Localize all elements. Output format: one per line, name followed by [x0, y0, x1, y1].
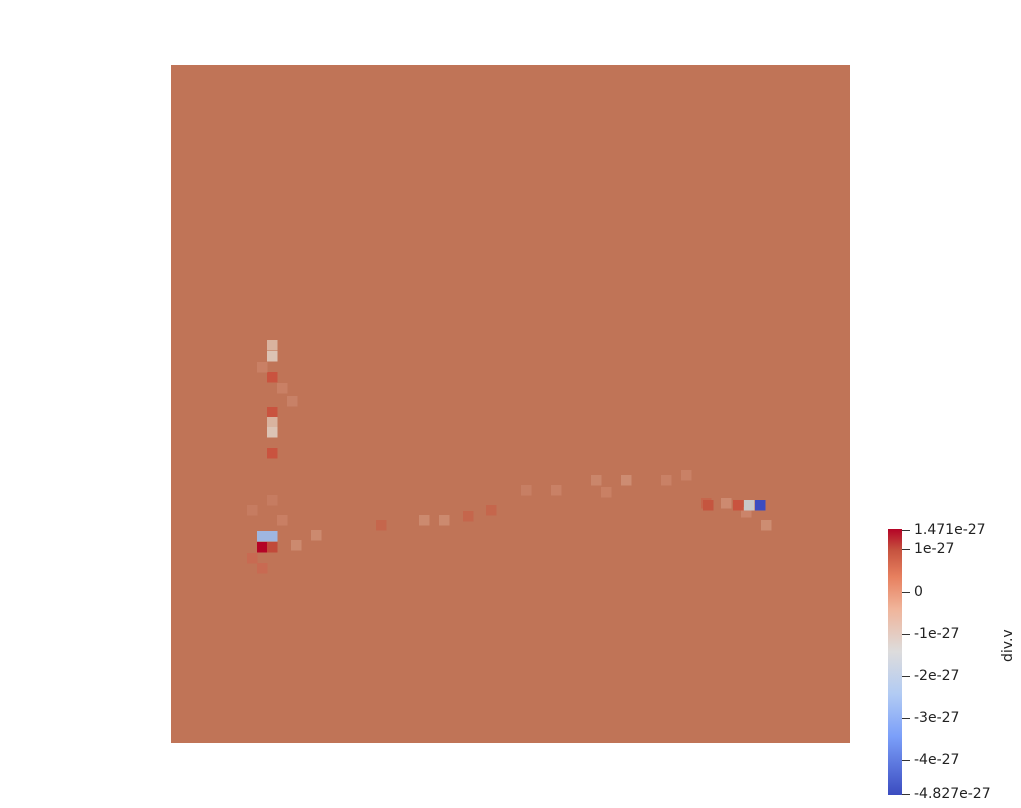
colorbar-label: 0	[914, 584, 923, 600]
colorbar-title: div.v	[1000, 629, 1016, 662]
field-cell	[551, 485, 562, 496]
colorbar-tick	[902, 634, 910, 635]
field-cell	[761, 520, 772, 531]
field-cell	[463, 511, 474, 522]
field-cell	[601, 487, 612, 498]
colorbar-gradient	[888, 529, 902, 795]
field-cell	[721, 498, 732, 509]
field-cell	[267, 531, 278, 542]
field-cell	[703, 500, 714, 511]
field-cell	[267, 417, 278, 428]
field-cell	[681, 470, 692, 481]
field-cell	[733, 500, 744, 511]
field-cell	[439, 515, 450, 526]
field-cell	[376, 520, 387, 531]
field-cell	[267, 448, 278, 459]
field-cell	[257, 531, 268, 542]
field-cell	[267, 542, 278, 553]
field-cell	[311, 530, 322, 541]
field-cell	[741, 507, 752, 518]
colorbar-tick	[902, 676, 910, 677]
field-cell	[744, 500, 755, 511]
colorbar-tick	[902, 530, 910, 531]
field-cell	[486, 505, 497, 516]
field-cell	[291, 540, 302, 551]
field-cell	[267, 340, 278, 351]
field-background	[171, 65, 850, 743]
field-cell	[267, 372, 278, 383]
field-cell	[521, 485, 532, 496]
colorbar-label: 1e-27	[914, 541, 955, 557]
colorbar-label: -3e-27	[914, 710, 960, 726]
field-cell	[277, 515, 288, 526]
field-cell	[267, 495, 278, 506]
field-cell	[755, 500, 766, 511]
field-cell	[247, 505, 258, 516]
field-cell	[277, 383, 288, 394]
divergence-field-plot[interactable]	[171, 65, 850, 743]
field-cell	[247, 553, 258, 564]
field-cell	[661, 475, 672, 486]
colorbar-tick	[902, 794, 910, 795]
colorbar-tick	[902, 718, 910, 719]
field-cell	[267, 351, 278, 362]
colorbar-label-min: -4.827e-27	[914, 786, 991, 802]
colorbar-label: -2e-27	[914, 668, 960, 684]
colorbar-tick	[902, 592, 910, 593]
colorbar-tick	[902, 549, 910, 550]
field-cell	[621, 475, 632, 486]
field-cell	[419, 515, 430, 526]
field-cell	[257, 563, 268, 574]
colorbar-label-max: 1.471e-27	[914, 522, 986, 538]
field-cell	[257, 542, 268, 553]
colorbar-label: -4e-27	[914, 752, 960, 768]
field-cell	[267, 407, 278, 418]
field-cell	[591, 475, 602, 486]
field-cell	[257, 362, 268, 373]
colorbar-label: -1e-27	[914, 626, 960, 642]
field-cell	[287, 396, 298, 407]
field-cell	[267, 427, 278, 438]
colorbar-tick	[902, 760, 910, 761]
